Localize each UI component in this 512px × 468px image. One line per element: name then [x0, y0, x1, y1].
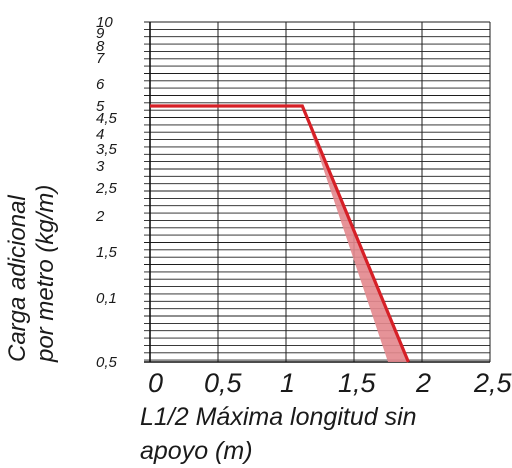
y-tick-label-11: 2 — [95, 208, 105, 225]
grid — [144, 21, 491, 363]
y-tick-label-10: 2,5 — [95, 180, 118, 197]
y-tick-label-1: 9 — [96, 25, 105, 42]
y-tick-label-3: 7 — [96, 50, 105, 67]
y-axis-label: Carga adicional por metro (kg/m) — [4, 82, 60, 362]
y-tick-label-5: 5 — [96, 98, 105, 115]
x-axis-label: L1/2 Máxima longitud sin apoyo (m) — [140, 403, 417, 465]
series-line-0 — [150, 104, 410, 363]
y-tick-label-2: 8 — [96, 38, 105, 55]
y-axis-label-line-1: Carga adicional — [4, 195, 31, 362]
x-tick-label-5: 2,5 — [473, 368, 512, 398]
y-tick-label-12: 1,5 — [96, 244, 118, 261]
x-tick-label-3: 1,5 — [338, 368, 377, 398]
y-tick-label-0: 10 — [96, 14, 113, 31]
y-tick-label-13: 0,1 — [96, 290, 117, 307]
x-tick-label-2: 1 — [280, 368, 295, 398]
y-tick-label-4: 6 — [96, 76, 105, 93]
y-tick-label-14: 0,5 — [96, 354, 118, 371]
series-lines — [150, 104, 410, 363]
x-tick-label-0: 0 — [148, 368, 163, 398]
y-tick-label-8: 3,5 — [96, 141, 118, 158]
x-tick-label-1: 0,5 — [204, 368, 243, 398]
y-axis-label-line-2: por metro (kg/m) — [32, 184, 59, 362]
x-tick-labels: 0 0,5 1 1,5 2 2,5 — [148, 368, 512, 398]
y-tick-label-6: 4,5 — [96, 110, 118, 127]
y-tick-label-7: 4 — [96, 126, 104, 143]
x-tick-label-4: 2 — [415, 368, 431, 398]
y-tick-label-9: 3 — [96, 158, 105, 175]
